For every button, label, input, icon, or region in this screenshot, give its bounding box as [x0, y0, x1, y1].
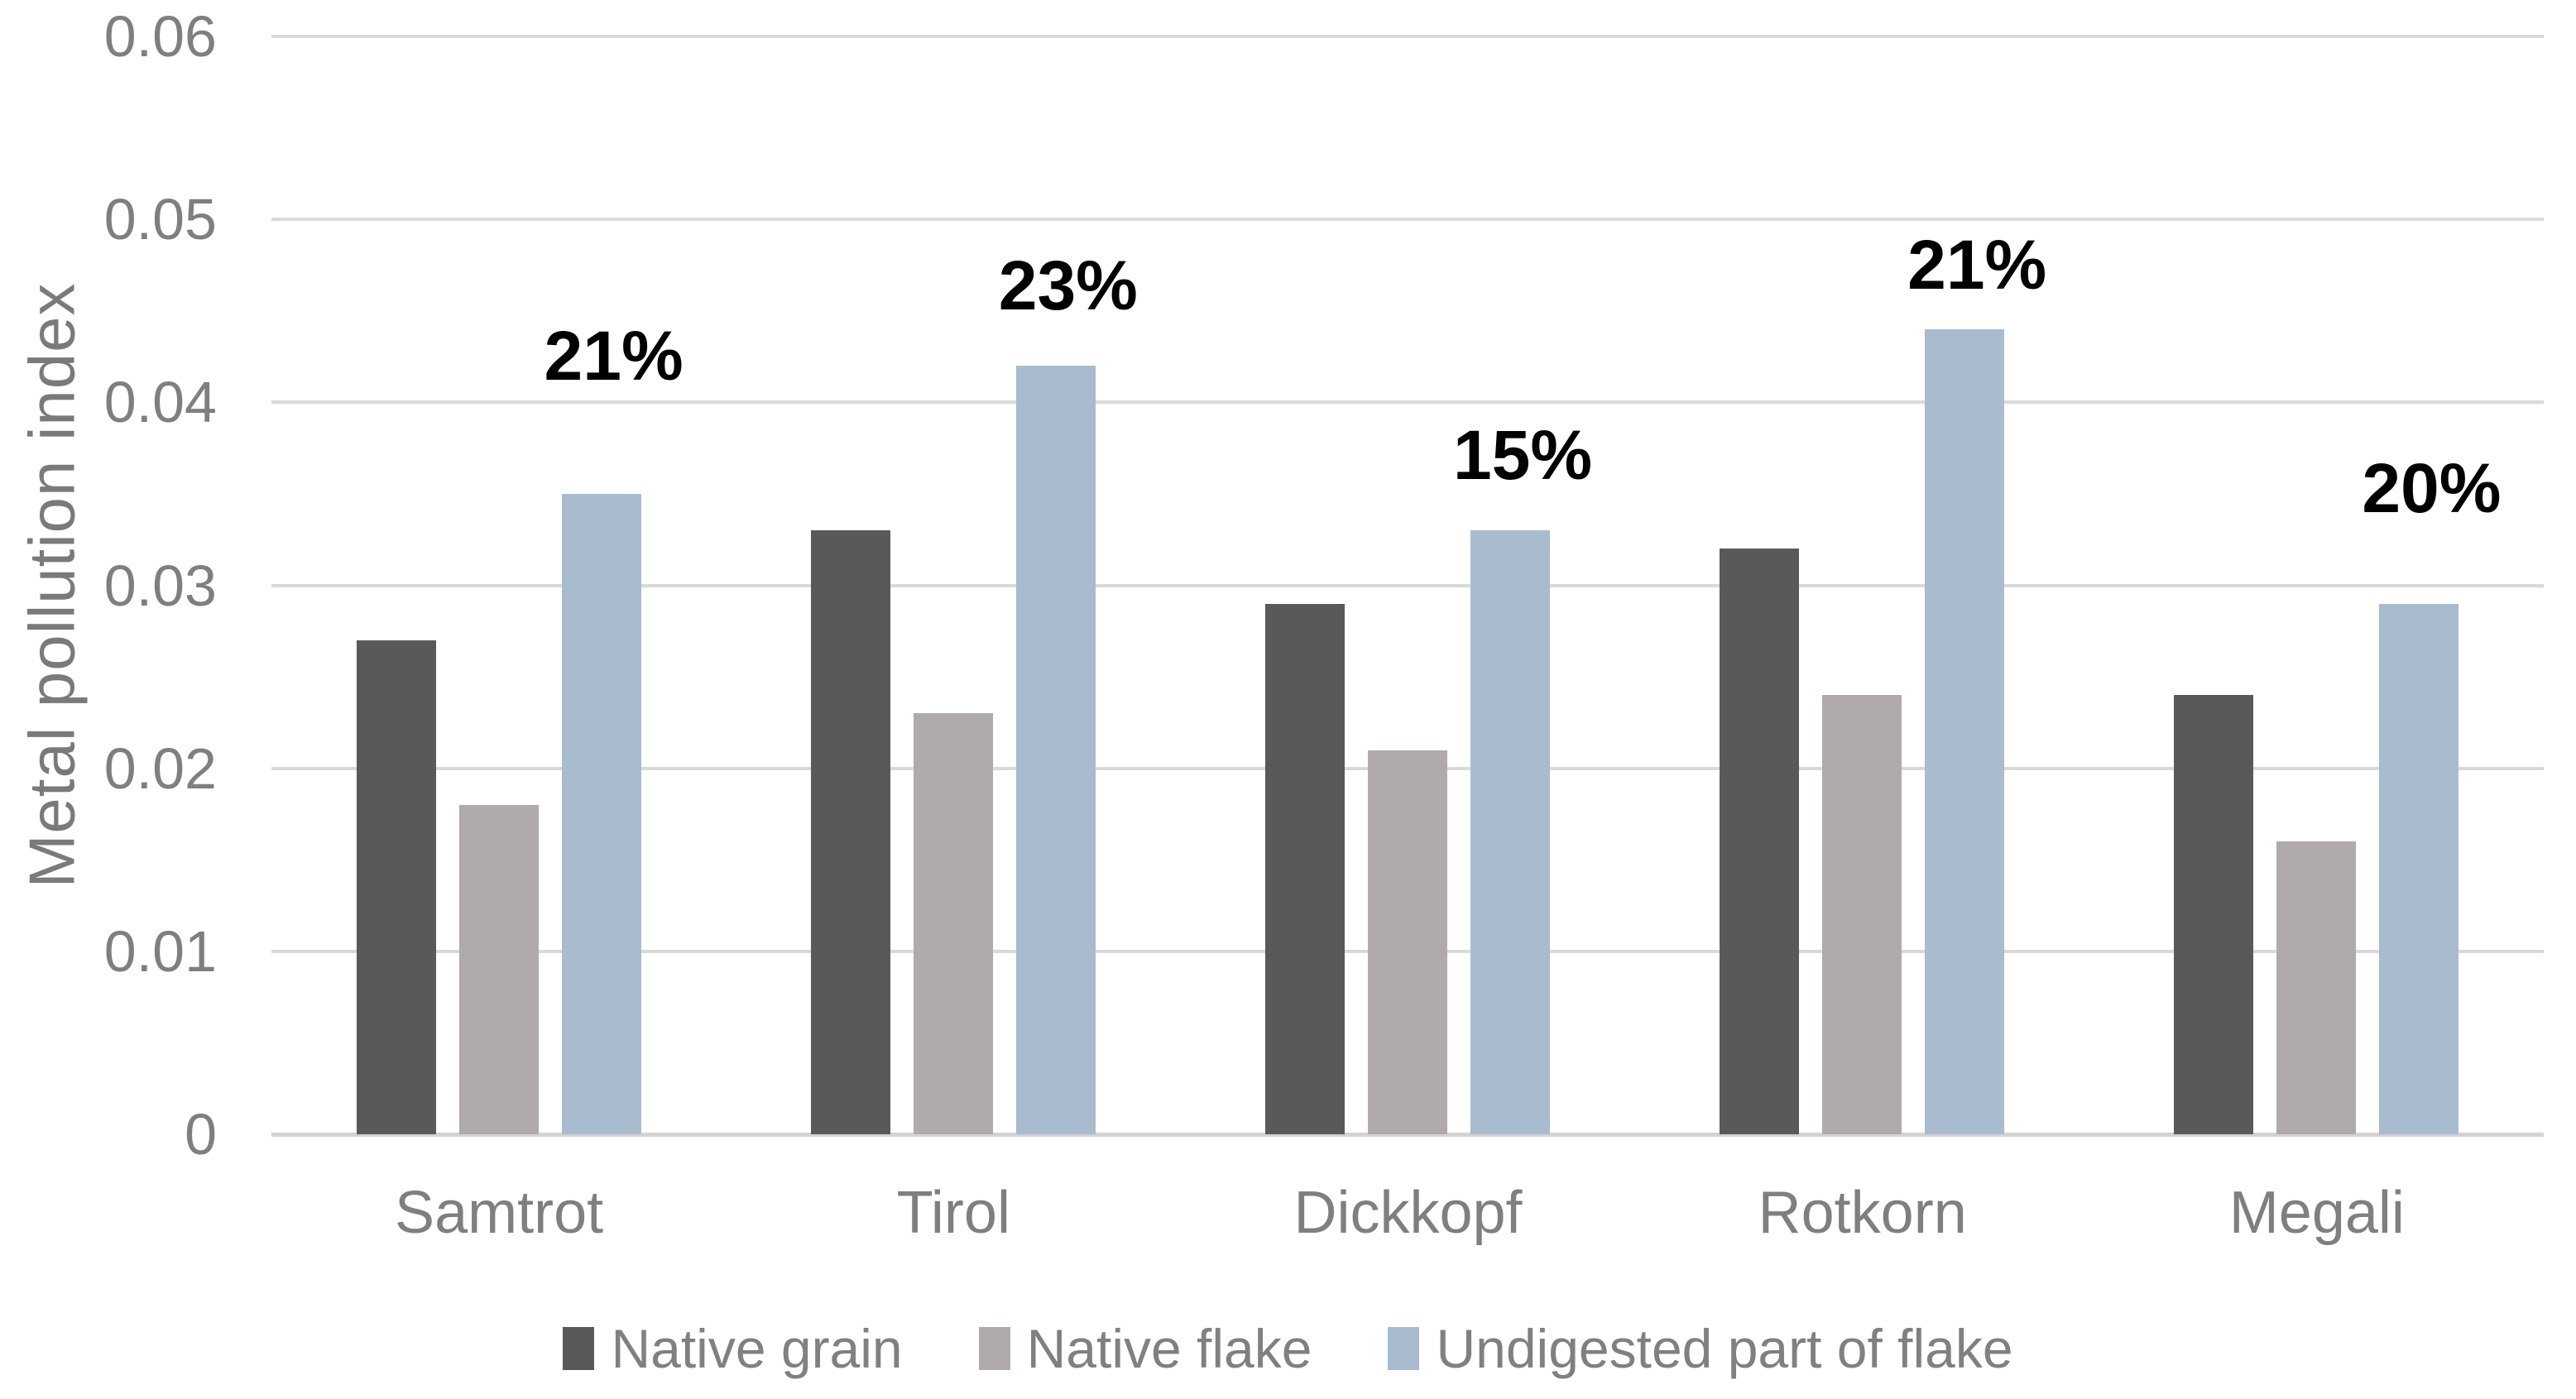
data-label-samtrot: 21% [544, 317, 684, 395]
bar-native-flake-dickkopf [1368, 750, 1447, 1134]
legend-label-native-grain: Native grain [611, 1318, 903, 1379]
legend-swatch-native-flake [978, 1327, 1010, 1370]
gridline-0.04 [271, 400, 2544, 405]
x-category-label-tirol: Tirol [896, 1180, 1010, 1246]
data-label-megali: 20% [2362, 449, 2502, 527]
x-category-label-dickkopf: Dickkopf [1293, 1180, 1523, 1246]
data-label-dickkopf: 15% [1452, 416, 1593, 494]
plot-area: 21% 23% 15% 21% 20% [271, 0, 2544, 1399]
y-tick-label-0.06: 0.06 [103, 4, 217, 69]
x-category-label-rotkorn: Rotkorn [1758, 1180, 1967, 1246]
y-tick-label-0.05: 0.05 [103, 187, 217, 252]
bar-native-flake-tirol [913, 713, 993, 1134]
bar-undigested-part-of-flake-samtrot [561, 493, 641, 1134]
y-tick-label-0: 0 [185, 1102, 217, 1167]
y-tick-label-0.01: 0.01 [103, 918, 217, 984]
bar-native-grain-megali [2174, 695, 2254, 1134]
x-axis-line [271, 1133, 2544, 1137]
legend-item-native-flake: Native flake [978, 1317, 1312, 1380]
legend-item-undigested-part-of-flake: Undigested part of flake [1388, 1317, 2013, 1380]
y-tick-label-0.02: 0.02 [103, 735, 217, 801]
y-tick-label-0.04: 0.04 [103, 370, 217, 435]
data-label-tirol: 23% [998, 247, 1138, 324]
bar-native-flake-samtrot [458, 804, 539, 1134]
bar-native-grain-samtrot [356, 640, 436, 1134]
x-category-label-samtrot: Samtrot [395, 1180, 604, 1246]
gridline-0.03 [271, 583, 2544, 587]
legend-swatch-native-grain [563, 1327, 595, 1370]
bar-native-flake-megali [2276, 841, 2357, 1134]
legend: Native grain Native flake Undigested part … [0, 1311, 2576, 1386]
legend-swatch-undigested-part-of-flake [1388, 1327, 1420, 1370]
gridline-0.05 [271, 218, 2544, 222]
bar-native-grain-tirol [810, 530, 890, 1134]
x-category-label-megali: Megali [2228, 1180, 2405, 1246]
legend-item-native-grain: Native grain [563, 1317, 903, 1380]
data-label-rotkorn: 21% [1907, 226, 2047, 304]
bar-undigested-part-of-flake-dickkopf [1470, 530, 1550, 1134]
y-tick-label-0.03: 0.03 [103, 553, 217, 618]
bar-native-grain-rotkorn [1720, 549, 1800, 1134]
bar-native-grain-dickkopf [1265, 603, 1345, 1134]
gridline-0.06 [271, 35, 2544, 38]
bar-undigested-part-of-flake-rotkorn [1925, 328, 2005, 1134]
legend-label-native-flake: Native flake [1026, 1318, 1312, 1379]
bar-undigested-part-of-flake-tirol [1015, 366, 1096, 1134]
legend-label-undigested-part-of-flake: Undigested part of flake [1436, 1318, 2013, 1379]
bar-native-flake-rotkorn [1822, 695, 1902, 1134]
bar-undigested-part-of-flake-megali [2379, 603, 2459, 1134]
